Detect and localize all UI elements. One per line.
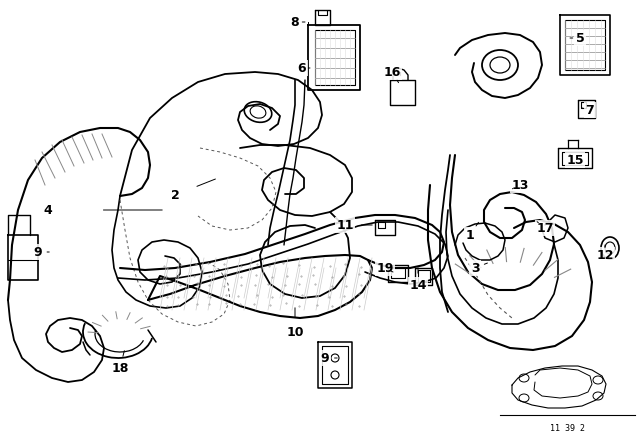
Text: 11: 11	[336, 219, 354, 232]
Text: 15: 15	[566, 154, 584, 167]
Text: 4: 4	[44, 203, 52, 216]
Text: 5: 5	[575, 31, 584, 44]
Text: 7: 7	[586, 103, 595, 116]
Text: 12: 12	[596, 249, 614, 262]
Text: 18: 18	[111, 362, 129, 375]
Text: 16: 16	[383, 65, 401, 78]
Text: 3: 3	[470, 262, 479, 275]
Text: 19: 19	[376, 262, 394, 275]
Text: 9: 9	[321, 352, 330, 365]
Text: 11 39 2: 11 39 2	[550, 423, 586, 432]
Text: 14: 14	[409, 279, 427, 292]
Text: 13: 13	[511, 178, 529, 191]
Text: 9: 9	[34, 246, 42, 258]
Text: 6: 6	[298, 61, 307, 74]
Text: 2: 2	[171, 189, 179, 202]
Text: 8: 8	[291, 16, 300, 29]
Text: 1: 1	[466, 228, 474, 241]
Text: 17: 17	[536, 221, 554, 234]
Text: 10: 10	[286, 326, 304, 339]
